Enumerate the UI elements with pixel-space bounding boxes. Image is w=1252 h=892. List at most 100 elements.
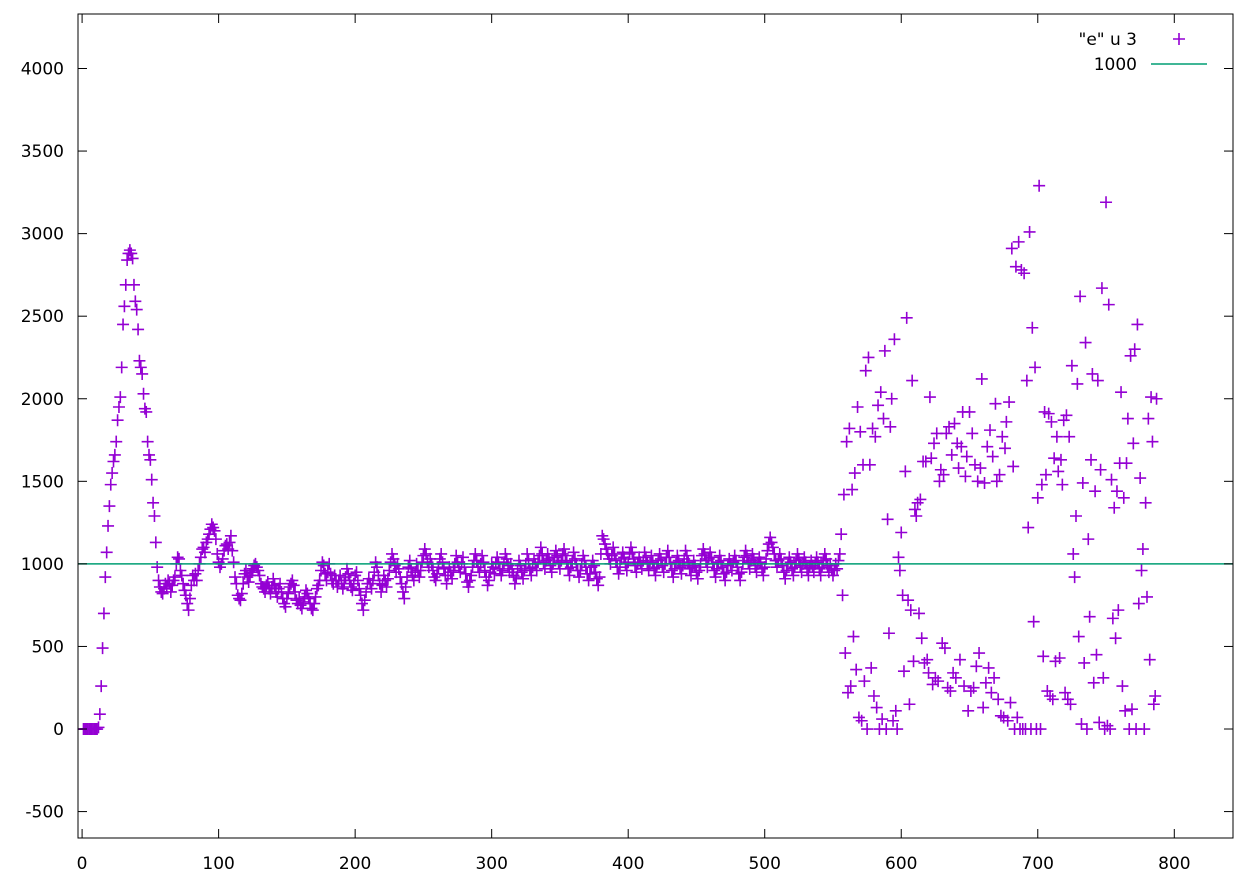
data-point (223, 536, 236, 549)
data-point (280, 592, 293, 605)
data-point (675, 567, 688, 580)
data-point (612, 567, 625, 580)
data-point (491, 551, 504, 564)
data-point (947, 666, 960, 679)
data-point (1065, 359, 1078, 372)
data-point (308, 597, 321, 610)
data-point (911, 496, 924, 509)
x-tick-label: 200 (339, 854, 371, 874)
data-point (1072, 630, 1085, 643)
data-point (123, 244, 136, 257)
data-point (386, 547, 399, 560)
data-point (836, 589, 849, 602)
data-point (357, 604, 370, 617)
data-point (1029, 361, 1042, 374)
data-point (108, 448, 121, 461)
data-point (885, 392, 898, 405)
data-point (896, 589, 909, 602)
data-point (1125, 703, 1138, 716)
data-point (301, 587, 314, 600)
data-point (919, 455, 932, 468)
data-point (226, 544, 239, 557)
data-point (970, 660, 983, 673)
data-point (959, 470, 972, 483)
data-point (234, 594, 247, 607)
data-point (810, 551, 823, 564)
data-point (136, 367, 149, 380)
data-point (106, 467, 119, 480)
data-point (1022, 521, 1035, 534)
data-point (1064, 698, 1077, 711)
data-point (496, 564, 509, 577)
data-point (463, 574, 476, 587)
data-point (892, 551, 905, 564)
data-point (582, 574, 595, 587)
data-point (340, 562, 353, 575)
data-point (96, 642, 109, 655)
data-point (1070, 509, 1082, 522)
data-point (346, 584, 359, 597)
data-point (1035, 478, 1048, 491)
data-point (380, 581, 393, 594)
data-point (499, 547, 512, 560)
data-point (713, 549, 726, 562)
data-point (312, 579, 325, 592)
data-point (719, 574, 732, 587)
data-point (717, 567, 730, 580)
data-point (1085, 453, 1098, 466)
data-point (103, 500, 116, 513)
data-point (1117, 491, 1130, 504)
data-point (608, 547, 621, 560)
data-point (764, 531, 777, 544)
data-point (775, 552, 788, 565)
data-point (436, 556, 449, 569)
data-point (590, 572, 603, 585)
data-point (877, 412, 890, 425)
data-point (1142, 412, 1155, 425)
data-point (777, 566, 790, 579)
data-point (1087, 676, 1100, 689)
data-point (1140, 590, 1153, 603)
data-point (353, 582, 366, 595)
data-point (661, 544, 674, 557)
data-point (242, 576, 255, 589)
data-point (907, 655, 920, 668)
data-point (938, 642, 951, 655)
data-point (848, 467, 861, 480)
data-point (839, 647, 852, 660)
data-point (140, 405, 153, 418)
data-point (279, 600, 292, 613)
data-point (837, 488, 850, 501)
data-point (1007, 460, 1020, 473)
data-point (398, 592, 411, 605)
data-point (653, 547, 666, 560)
data-point (461, 576, 474, 589)
data-point (855, 714, 868, 727)
data-point (477, 556, 490, 569)
data-point (418, 543, 431, 556)
data-point (334, 569, 347, 582)
data-point (399, 581, 412, 594)
data-point (679, 544, 692, 557)
data-point (174, 564, 187, 577)
data-point (233, 592, 246, 605)
data-point (478, 564, 491, 577)
data-point (831, 562, 844, 575)
data-point (1053, 652, 1066, 665)
data-point (648, 562, 661, 575)
data-point (476, 549, 489, 562)
data-point (1023, 225, 1036, 238)
data-point (869, 430, 882, 443)
data-point (887, 714, 900, 727)
data-point (1075, 718, 1088, 731)
data-point (544, 559, 557, 572)
data-point (865, 661, 878, 674)
data-point (216, 552, 229, 565)
data-point (495, 569, 508, 582)
data-point (908, 503, 921, 516)
data-point (130, 303, 143, 316)
data-point (302, 592, 315, 605)
data-point (994, 709, 1007, 722)
data-point (446, 572, 459, 585)
data-point (111, 414, 124, 427)
